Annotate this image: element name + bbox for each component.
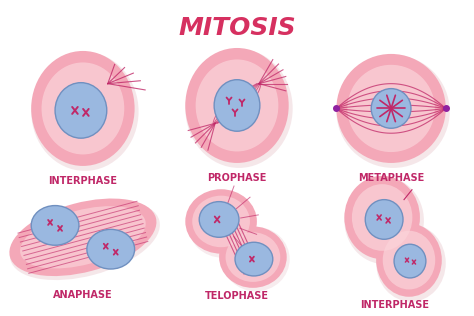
Ellipse shape [345,177,424,264]
Ellipse shape [9,198,156,276]
Ellipse shape [219,226,287,288]
Ellipse shape [10,200,160,280]
Ellipse shape [371,88,411,128]
Ellipse shape [235,242,273,276]
Ellipse shape [42,63,124,155]
Text: TELOPHASE: TELOPHASE [205,291,269,301]
Ellipse shape [352,184,412,251]
Ellipse shape [337,55,450,168]
Ellipse shape [199,202,239,237]
Ellipse shape [185,48,289,163]
Ellipse shape [185,49,292,168]
Ellipse shape [185,189,257,254]
Ellipse shape [345,176,420,259]
Ellipse shape [394,244,426,278]
Ellipse shape [214,80,260,131]
Text: INTERPHASE: INTERPHASE [48,176,118,186]
Ellipse shape [347,65,435,152]
Ellipse shape [337,54,446,163]
Text: MITOSIS: MITOSIS [178,16,296,40]
Ellipse shape [383,231,435,289]
Ellipse shape [376,223,442,297]
Ellipse shape [55,83,107,138]
Ellipse shape [31,52,138,171]
Ellipse shape [31,206,79,245]
Ellipse shape [222,227,290,291]
Text: PROPHASE: PROPHASE [207,173,267,183]
Ellipse shape [196,59,278,151]
Ellipse shape [376,224,446,302]
Ellipse shape [87,229,135,269]
Ellipse shape [188,193,256,258]
Text: ANAPHASE: ANAPHASE [53,290,113,300]
Text: METAPHASE: METAPHASE [358,173,424,183]
Text: INTERPHASE: INTERPHASE [361,300,429,310]
Ellipse shape [31,51,135,166]
Ellipse shape [365,200,403,239]
Ellipse shape [192,196,250,247]
Ellipse shape [226,232,280,282]
Ellipse shape [20,206,146,269]
